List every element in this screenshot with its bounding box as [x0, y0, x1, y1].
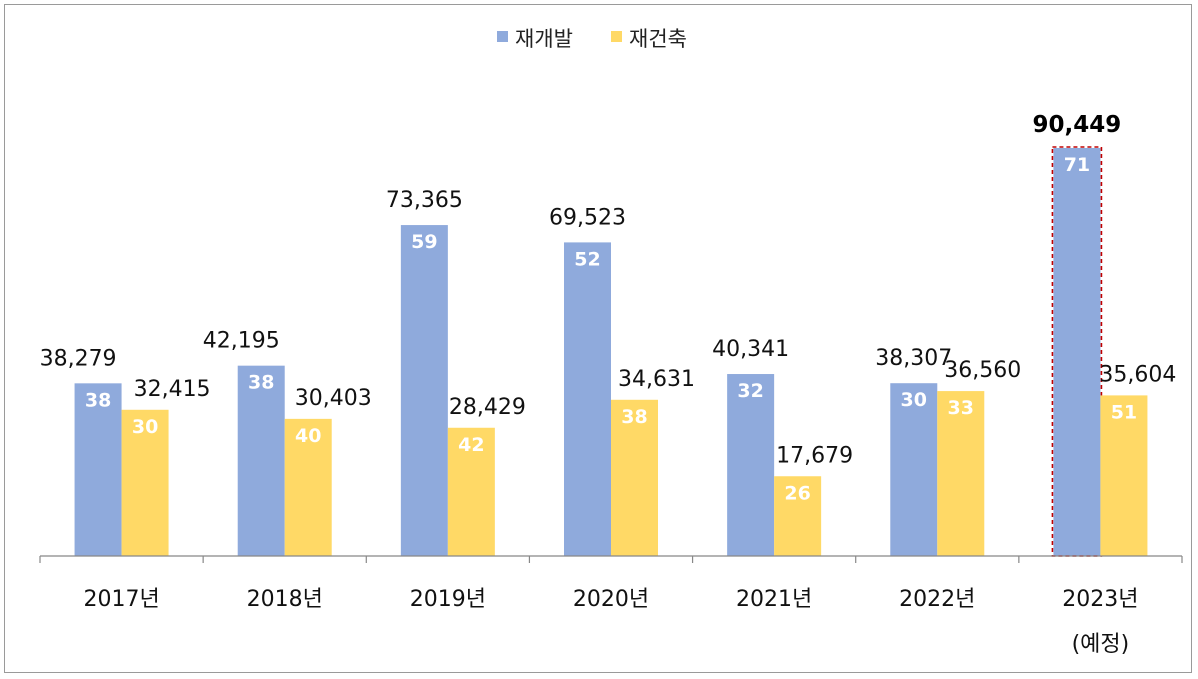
highlight-value-label: 90,449 [1033, 112, 1122, 138]
bar-inner-label: 51 [1111, 401, 1137, 423]
bar-value-label: 38,307 [875, 346, 952, 371]
bar-inner-label: 59 [411, 231, 437, 253]
bar-inner-label: 38 [248, 372, 274, 394]
x-tick-label: 2023년 [1062, 587, 1138, 612]
bar-reconstruction-2020년 [611, 399, 658, 556]
legend-swatch-1 [497, 31, 508, 42]
bar-value-label: 40,341 [712, 337, 789, 362]
legend-label-1: 재개발 [515, 27, 573, 51]
legend: 재개발 재건축 [497, 27, 687, 51]
bar-inner-label: 30 [132, 416, 158, 438]
x-tick-label: 2021년 [736, 587, 812, 612]
data-labels: 38 38,279 30 32,415 38 42,195 40 30,403 59 73,365… [40, 112, 1177, 504]
x-tick-label: 2018년 [247, 587, 323, 612]
bar-redevelopment-2018년 [237, 365, 285, 556]
bar-inner-label: 26 [784, 482, 810, 504]
bar-reconstruction-2022년 [937, 391, 985, 556]
bar-redevelopment-2019년 [400, 225, 448, 557]
bar-reconstruction-2017년 [121, 409, 169, 556]
bar-redevelopment-2017년 [74, 383, 122, 556]
bar-value-label: 34,631 [618, 367, 695, 392]
bar-reconstruction-2019년 [447, 427, 495, 556]
bar-value-label: 36,560 [944, 358, 1021, 383]
bar-value-label: 42,195 [203, 329, 280, 354]
bar-redevelopment-2020년 [564, 242, 611, 556]
x-tick-label: 2022년 [899, 587, 975, 612]
bars [74, 146, 1148, 557]
bar-value-label: 73,365 [386, 188, 463, 213]
bar-reconstruction-2018년 [284, 418, 332, 556]
bar-inner-label: 30 [901, 389, 927, 411]
bar-inner-label: 52 [574, 248, 600, 270]
bar-redevelopment-2022년 [890, 383, 938, 556]
x-tick-label: 2017년 [83, 587, 159, 612]
bar-value-label: 32,415 [134, 377, 211, 402]
chart-frame [4, 4, 1192, 673]
bar-redevelopment-2021년 [727, 374, 775, 556]
bar-inner-label: 71 [1064, 154, 1090, 176]
bar-inner-label: 32 [737, 380, 763, 402]
bar-value-label: 38,279 [40, 346, 117, 371]
bar-value-label: 30,403 [295, 386, 372, 411]
bar-reconstruction-2023년 [1100, 395, 1148, 556]
bar-inner-label: 40 [295, 425, 321, 447]
bar-redevelopment-2023년 [1053, 148, 1101, 556]
x-tick-sublabel: (예정) [1072, 632, 1130, 657]
bar-value-label: 17,679 [776, 443, 853, 468]
bar-inner-label: 42 [458, 434, 484, 456]
bar-inner-label: 33 [948, 397, 974, 419]
bar-reconstruction-2021년 [774, 476, 822, 556]
highlight-box [1051, 146, 1103, 557]
legend-label-2: 재건축 [629, 27, 687, 51]
bar-value-label: 69,523 [549, 205, 626, 230]
bar-value-label: 35,604 [1099, 362, 1176, 387]
bar-inner-label: 38 [85, 389, 111, 411]
bar-inner-label: 38 [621, 406, 647, 428]
bar-value-label: 28,429 [449, 395, 526, 420]
legend-swatch-2 [611, 31, 622, 42]
x-axis: 2017년 2018년 2019년 2020년 2021년 2022년 2023년 (예정) [39, 555, 1183, 657]
x-tick-label: 2020년 [573, 587, 649, 612]
x-tick-label: 2019년 [410, 587, 486, 612]
